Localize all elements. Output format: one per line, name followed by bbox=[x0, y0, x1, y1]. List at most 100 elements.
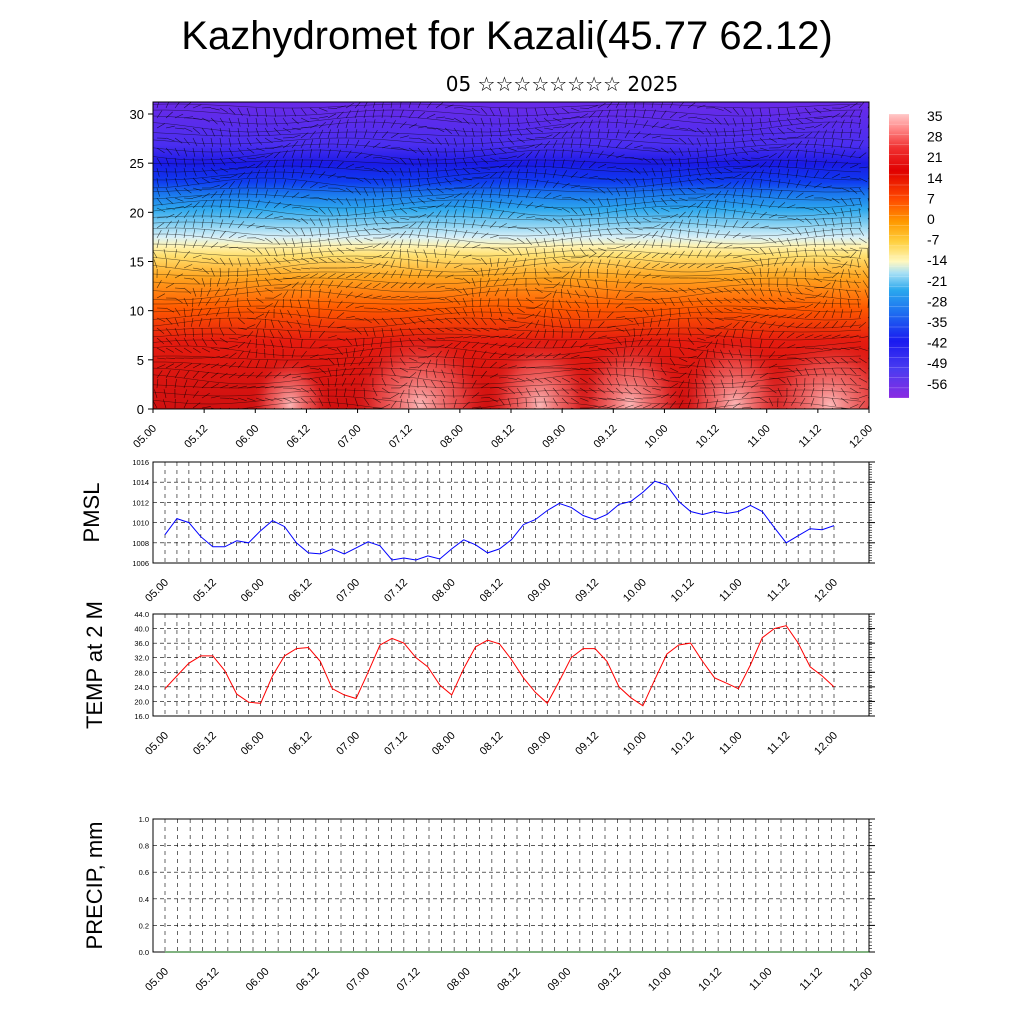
wind-barb bbox=[831, 257, 841, 262]
wind-barb bbox=[291, 361, 299, 369]
wind-barb bbox=[201, 240, 208, 249]
wind-barb bbox=[255, 385, 265, 389]
wind-barb bbox=[417, 239, 420, 249]
wind-barb bbox=[651, 187, 655, 197]
wind-barb bbox=[433, 249, 437, 259]
wind-barb bbox=[372, 187, 376, 197]
wind-barb bbox=[309, 170, 315, 179]
wind-barb bbox=[597, 404, 607, 409]
wind-barb bbox=[372, 102, 376, 109]
wind-barb bbox=[192, 371, 200, 379]
wind-barb bbox=[651, 102, 654, 109]
wind-barb bbox=[777, 387, 782, 397]
x-tick-label: 10.12 bbox=[696, 966, 724, 994]
wind-barb bbox=[192, 127, 201, 135]
wind-barb bbox=[714, 147, 718, 157]
wind-barb bbox=[237, 221, 245, 229]
wind-barb bbox=[696, 147, 700, 157]
wind-barb bbox=[696, 117, 706, 121]
wind-barb bbox=[210, 209, 213, 219]
wind-barb bbox=[534, 277, 540, 287]
x-tick-label: 09.00 bbox=[545, 966, 573, 994]
wind-barb bbox=[678, 372, 687, 379]
wind-barb bbox=[165, 102, 170, 109]
wind-barb bbox=[570, 278, 572, 289]
wind-barb bbox=[678, 263, 687, 269]
wind-barb bbox=[561, 117, 571, 120]
wind-barb bbox=[723, 252, 732, 259]
wind-barb bbox=[669, 137, 679, 142]
wind-barb bbox=[597, 367, 605, 375]
wind-barb bbox=[647, 347, 653, 356]
wind-barb bbox=[534, 247, 538, 257]
wind-barb bbox=[273, 267, 281, 275]
wind-barb bbox=[318, 273, 327, 279]
wind-barb bbox=[840, 149, 846, 159]
wind-barb bbox=[597, 237, 605, 245]
wind-barb bbox=[804, 181, 812, 189]
wind-barb bbox=[390, 217, 400, 223]
wind-barb bbox=[201, 363, 211, 369]
wind-barb bbox=[570, 185, 580, 189]
wind-barb bbox=[795, 117, 804, 124]
wind-barb bbox=[354, 327, 362, 335]
wind-barb bbox=[534, 267, 537, 277]
wind-barb bbox=[219, 257, 226, 266]
wind-barb bbox=[414, 249, 419, 259]
precip-ylabel: PRECIP, mm bbox=[82, 822, 107, 950]
wind-barb bbox=[360, 377, 365, 387]
wind-barb bbox=[516, 153, 525, 159]
wind-barb bbox=[462, 242, 471, 249]
wind-barb bbox=[543, 237, 547, 247]
wind-barb bbox=[273, 145, 283, 149]
wind-barb bbox=[165, 258, 167, 269]
wind-barb bbox=[219, 337, 228, 343]
wind-barb bbox=[777, 237, 784, 246]
wind-barb bbox=[417, 269, 422, 279]
wind-barb bbox=[444, 249, 447, 259]
wind-barb bbox=[174, 337, 181, 346]
wind-barb bbox=[732, 402, 741, 409]
wind-barb bbox=[723, 199, 727, 209]
wind-barb bbox=[633, 217, 641, 225]
contour-line bbox=[153, 255, 862, 265]
y-tick-label: 1010 bbox=[132, 519, 149, 528]
wind-barb bbox=[516, 189, 520, 199]
wind-barb bbox=[471, 117, 477, 126]
x-tick-label: 06.12 bbox=[287, 577, 315, 605]
x-tick-label: 10.12 bbox=[669, 577, 697, 605]
wind-barb bbox=[426, 177, 431, 187]
wind-barb bbox=[300, 237, 304, 247]
wind-barb bbox=[525, 127, 533, 135]
wind-barb bbox=[813, 267, 820, 276]
wind-barb bbox=[318, 357, 328, 361]
wind-barb bbox=[174, 307, 181, 316]
wind-barb bbox=[813, 347, 823, 350]
wind-barb bbox=[831, 197, 840, 204]
wind-barb bbox=[768, 351, 776, 359]
wind-barb bbox=[687, 337, 695, 345]
wind-barb bbox=[153, 259, 158, 269]
wind-barb bbox=[750, 320, 757, 329]
wind-barb bbox=[525, 189, 531, 199]
wind-barb bbox=[522, 257, 527, 267]
wind-barb bbox=[507, 365, 517, 369]
wind-barb bbox=[516, 342, 525, 349]
wind-barb bbox=[426, 229, 430, 239]
wind-barb bbox=[795, 346, 805, 349]
wind-barb bbox=[282, 227, 291, 234]
wind-barb bbox=[750, 199, 754, 209]
wind-barb bbox=[453, 240, 460, 249]
wind-barb bbox=[264, 237, 273, 244]
wind-barb bbox=[588, 105, 598, 109]
wind-barb bbox=[435, 187, 444, 194]
wind-barb bbox=[741, 157, 751, 162]
wind-barb bbox=[183, 307, 186, 317]
wind-barb bbox=[822, 321, 830, 329]
wind-barb bbox=[786, 332, 795, 339]
wind-barb bbox=[451, 369, 455, 379]
wind-barb bbox=[615, 347, 619, 357]
wind-barb bbox=[174, 157, 178, 167]
wind-barb bbox=[154, 389, 158, 399]
